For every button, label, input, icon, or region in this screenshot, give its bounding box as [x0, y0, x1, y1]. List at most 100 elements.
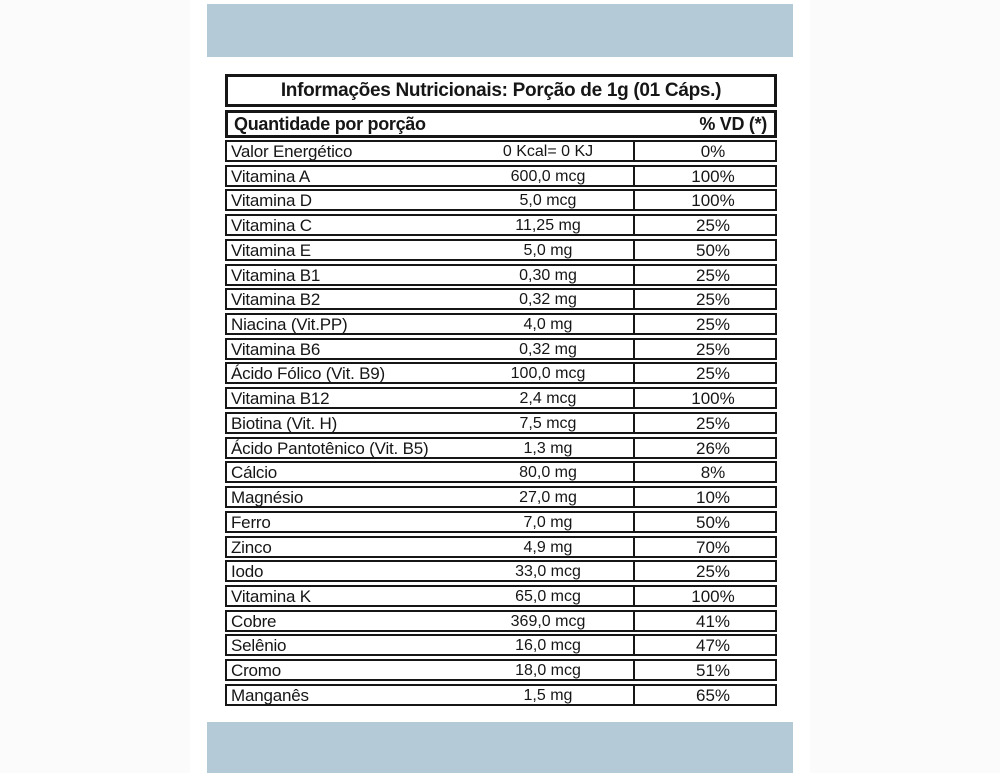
nutrient-dv-percent: 51% — [633, 661, 775, 680]
nutrient-amount: 80,0 mg — [519, 464, 577, 482]
column-header-quantity: Quantidade por porção — [234, 113, 426, 134]
nutrient-name: Vitamina D — [231, 191, 312, 211]
nutrient-dv-percent: 8% — [633, 463, 775, 482]
nutrient-amount: 7,5 mcg — [519, 414, 577, 432]
top-decorative-band — [207, 4, 793, 57]
table-row: Vitamina B6 0,32 mg 25% — [225, 337, 777, 360]
nutrient-name: Biotina (Vit. H) — [231, 413, 338, 433]
nutrient-cell: Vitamina C 11,25 mg — [227, 216, 633, 234]
table-row: Ácido Fólico (Vit. B9) 100,0 mcg 25% — [225, 362, 777, 385]
nutrient-name: Vitamina E — [231, 240, 311, 260]
nutrient-name: Vitamina B2 — [231, 290, 321, 310]
nutrient-dv-percent: 100% — [633, 586, 775, 605]
nutrient-name: Cálcio — [231, 463, 278, 483]
nutrient-name: Ácido Fólico (Vit. B9) — [231, 364, 386, 384]
table-row: Vitamina C 11,25 mg 25% — [225, 214, 777, 237]
nutrient-cell: Iodo 33,0 mcg — [227, 562, 633, 580]
table-row: Magnésio 27,0 mg 10% — [225, 486, 777, 509]
table-row: Manganês 1,5 mg 65% — [225, 683, 777, 706]
nutrient-amount: 5,0 mcg — [519, 192, 577, 210]
table-row: Vitamina D 5,0 mcg 100% — [225, 189, 777, 212]
nutrient-dv-percent: 25% — [633, 315, 775, 334]
nutrient-amount: 0,30 mg — [519, 266, 577, 284]
nutrient-cell: Cromo 18,0 mcg — [227, 661, 633, 679]
nutrient-dv-percent: 25% — [633, 216, 775, 235]
table-row: Selênio 16,0 mcg 47% — [225, 634, 777, 657]
table-row: Niacina (Vit.PP) 4,0 mg 25% — [225, 313, 777, 336]
nutrient-cell: Magnésio 27,0 mg — [227, 488, 633, 506]
nutrient-cell: Vitamina D 5,0 mcg — [227, 191, 633, 209]
nutrient-name: Ferro — [231, 512, 271, 532]
nutrient-dv-percent: 25% — [633, 562, 775, 581]
nutrient-dv-percent: 25% — [633, 413, 775, 432]
table-row: Ácido Pantotênico (Vit. B5) 1,3 mg 26% — [225, 436, 777, 459]
nutrient-name: Manganês — [231, 685, 309, 705]
table-row: Valor Energético 0 Kcal= 0 KJ 0% — [225, 140, 777, 162]
nutrient-dv-percent: 25% — [633, 339, 775, 358]
nutrient-name: Zinco — [231, 537, 272, 557]
nutrient-amount: 1,5 mg — [523, 686, 573, 704]
nutrient-dv-percent: 25% — [633, 265, 775, 284]
nutrient-cell: Cobre 369,0 mcg — [227, 612, 633, 630]
nutrient-name: Vitamina K — [231, 586, 311, 606]
nutrient-dv-percent: 0% — [633, 142, 775, 160]
table-row: Iodo 33,0 mcg 25% — [225, 560, 777, 583]
nutrient-dv-percent: 100% — [633, 191, 775, 210]
nutrient-name: Magnésio — [231, 488, 304, 508]
table-row: Cromo 18,0 mcg 51% — [225, 659, 777, 682]
nutrient-amount: 33,0 mcg — [515, 563, 581, 581]
nutrient-amount: 11,25 mg — [515, 217, 581, 235]
nutrient-cell: Biotina (Vit. H) 7,5 mcg — [227, 414, 633, 432]
table-row: Zinco 4,9 mg 70% — [225, 535, 777, 558]
nutrient-cell: Vitamina B1 0,30 mg — [227, 266, 633, 284]
nutrient-amount: 2,4 mcg — [519, 390, 577, 408]
nutrient-cell: Vitamina A 600,0 mcg — [227, 167, 633, 185]
table-column-headers: Quantidade por porção % VD (*) — [225, 110, 777, 138]
nutrient-dv-percent: 65% — [633, 685, 775, 704]
nutrient-dv-percent: 41% — [633, 611, 775, 630]
nutrient-amount: 0,32 mg — [519, 291, 577, 309]
table-row: Ferro 7,0 mg 50% — [225, 510, 777, 533]
nutrient-name: Vitamina A — [231, 166, 310, 186]
nutrient-cell: Manganês 1,5 mg — [227, 686, 633, 704]
nutrient-dv-percent: 47% — [633, 636, 775, 655]
nutrient-amount: 600,0 mcg — [510, 167, 586, 185]
nutrient-name: Ácido Pantotênico (Vit. B5) — [231, 438, 429, 458]
nutrient-name: Niacina (Vit.PP) — [231, 315, 348, 335]
bottom-decorative-band — [207, 722, 793, 773]
nutrient-name: Vitamina B6 — [231, 339, 321, 359]
nutrient-amount: 27,0 mg — [519, 489, 577, 507]
nutrient-cell: Selênio 16,0 mcg — [227, 636, 633, 654]
nutrient-cell: Vitamina B2 0,32 mg — [227, 290, 633, 308]
nutrient-amount: 0 Kcal= 0 KJ — [502, 143, 594, 160]
nutrient-dv-percent: 25% — [633, 290, 775, 309]
nutrient-amount: 5,0 mg — [523, 241, 573, 259]
nutrient-dv-percent: 100% — [633, 166, 775, 185]
nutrient-cell: Valor Energético 0 Kcal= 0 KJ — [227, 142, 633, 160]
nutrient-dv-percent: 100% — [633, 389, 775, 408]
nutrient-cell: Zinco 4,9 mg — [227, 538, 633, 556]
column-header-daily-value: % VD (*) — [699, 113, 767, 134]
nutrient-name: Cobre — [231, 611, 277, 631]
nutrient-name: Iodo — [231, 562, 264, 582]
nutrition-facts-table: Informações Nutricionais: Porção de 1g (… — [225, 74, 777, 706]
nutrient-name: Valor Energético — [231, 142, 353, 161]
nutrient-cell: Vitamina E 5,0 mg — [227, 241, 633, 259]
table-row: Vitamina B1 0,30 mg 25% — [225, 263, 777, 286]
nutrient-amount: 18,0 mcg — [515, 662, 581, 680]
nutrient-dv-percent: 50% — [633, 240, 775, 259]
nutrient-amount: 0,32 mg — [519, 340, 577, 358]
nutrient-cell: Ferro 7,0 mg — [227, 513, 633, 531]
table-rows: Valor Energético 0 Kcal= 0 KJ 0% Vitamin… — [225, 140, 777, 706]
nutrient-cell: Vitamina K 65,0 mcg — [227, 587, 633, 605]
nutrient-dv-percent: 25% — [633, 364, 775, 383]
nutrient-amount: 16,0 mcg — [515, 637, 581, 655]
nutrient-amount: 7,0 mg — [523, 513, 573, 531]
table-row: Vitamina E 5,0 mg 50% — [225, 238, 777, 261]
table-row: Biotina (Vit. H) 7,5 mcg 25% — [225, 411, 777, 434]
nutrient-name: Vitamina C — [231, 216, 312, 236]
table-row: Cálcio 80,0 mg 8% — [225, 461, 777, 484]
nutrient-name: Selênio — [231, 636, 287, 656]
nutrient-cell: Ácido Fólico (Vit. B9) 100,0 mcg — [227, 364, 633, 382]
nutrient-cell: Cálcio 80,0 mg — [227, 463, 633, 481]
